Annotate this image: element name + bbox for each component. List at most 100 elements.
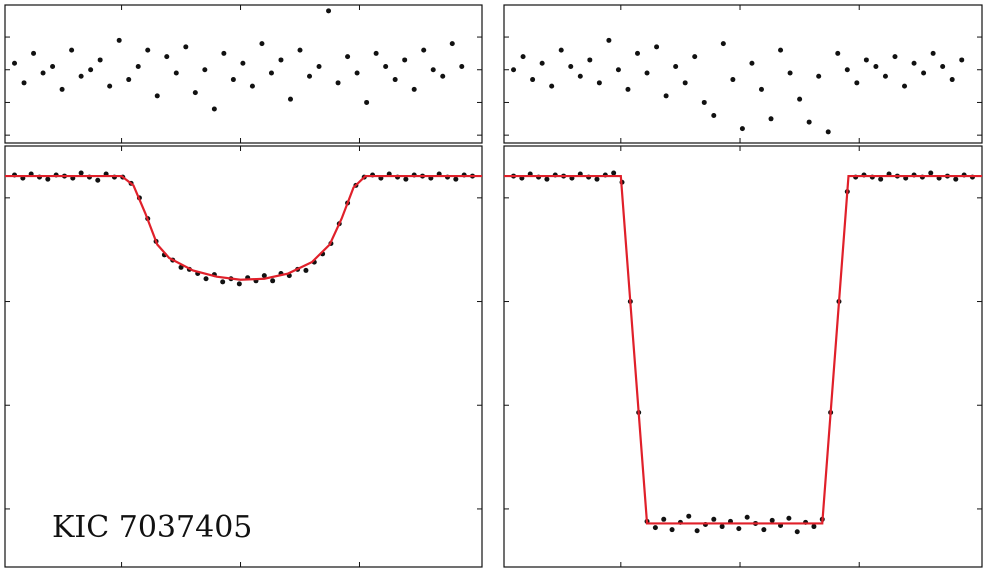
data-point [711, 516, 717, 522]
data-point [511, 67, 517, 73]
data-point [203, 276, 209, 282]
data-point [259, 41, 265, 47]
data-point [50, 63, 56, 69]
data-point [835, 50, 841, 56]
annotation: KIC 7037405 [52, 510, 252, 545]
data-point [625, 86, 631, 92]
model-curve [5, 174, 482, 281]
data-point [21, 80, 27, 86]
data-point [873, 63, 879, 69]
data-point [202, 67, 208, 73]
panel-frame [503, 4, 983, 144]
data-point [768, 116, 774, 122]
data-point [383, 63, 389, 69]
data-point [882, 73, 888, 79]
data-point [863, 57, 869, 63]
data-point [88, 67, 94, 73]
data-point [297, 47, 303, 53]
data-point [249, 83, 255, 89]
data-point [364, 99, 370, 105]
data-point [663, 93, 669, 99]
data-point [430, 67, 436, 73]
data-point [720, 41, 726, 47]
data-point [392, 77, 398, 83]
data-point [126, 77, 132, 83]
data-point [78, 73, 84, 79]
data-point [797, 96, 803, 102]
data-point [303, 267, 309, 273]
data-point [615, 67, 621, 73]
data-point [594, 176, 600, 182]
data-point [682, 80, 688, 86]
data-point [440, 73, 446, 79]
data-point [31, 50, 37, 56]
data-point [854, 80, 860, 86]
data-point [421, 47, 427, 53]
data-point [787, 70, 793, 76]
data-point [953, 176, 959, 182]
data-point [97, 57, 103, 63]
data-point [316, 63, 322, 69]
data-point [644, 70, 650, 76]
data-point [549, 83, 555, 89]
data-point [345, 54, 351, 60]
data-point [878, 176, 884, 182]
data-point [949, 77, 955, 83]
data-point [844, 67, 850, 73]
data-point [335, 80, 341, 86]
data-point [558, 47, 564, 53]
data-point [786, 515, 792, 521]
model-curve [504, 174, 982, 525]
data-point [173, 70, 179, 76]
data-point [661, 516, 667, 522]
data-point [811, 524, 817, 530]
data-point [711, 113, 717, 119]
data-point [758, 86, 764, 92]
data-point [940, 63, 946, 69]
data-point [520, 54, 526, 60]
data-point [959, 57, 965, 63]
data-point [587, 57, 593, 63]
data-point [78, 170, 84, 176]
data-point [816, 73, 822, 79]
data-point [154, 93, 160, 99]
data-point [654, 44, 660, 50]
panel-frame [503, 145, 983, 568]
data-point [825, 129, 831, 135]
data-point [606, 37, 612, 43]
panel-frame [4, 145, 483, 568]
data-point [459, 63, 465, 69]
data-point [611, 170, 617, 176]
data-point [403, 176, 409, 182]
data-point [240, 60, 246, 66]
data-point [236, 281, 242, 287]
data-point [45, 176, 51, 182]
data-point [930, 50, 936, 56]
data-point [736, 526, 742, 532]
data-point [694, 528, 700, 534]
data-point [107, 83, 113, 89]
data-point [373, 50, 379, 56]
data-point [806, 119, 812, 125]
data-point [921, 70, 927, 76]
data-point [69, 47, 75, 53]
data-point [40, 70, 46, 76]
data-point [183, 44, 189, 50]
data-point [145, 47, 151, 53]
data-point [739, 126, 745, 132]
data-point [596, 80, 602, 86]
data-point [761, 527, 767, 533]
data-point [673, 63, 679, 69]
data-point [287, 96, 293, 102]
data-point [402, 57, 408, 63]
data-point [577, 73, 583, 79]
data-point [568, 63, 574, 69]
data-point [116, 37, 122, 43]
data-point [307, 73, 313, 79]
data-point [539, 60, 545, 66]
data-point [778, 47, 784, 53]
data-point [220, 279, 226, 285]
data-point [270, 278, 276, 284]
data-point [211, 106, 217, 112]
